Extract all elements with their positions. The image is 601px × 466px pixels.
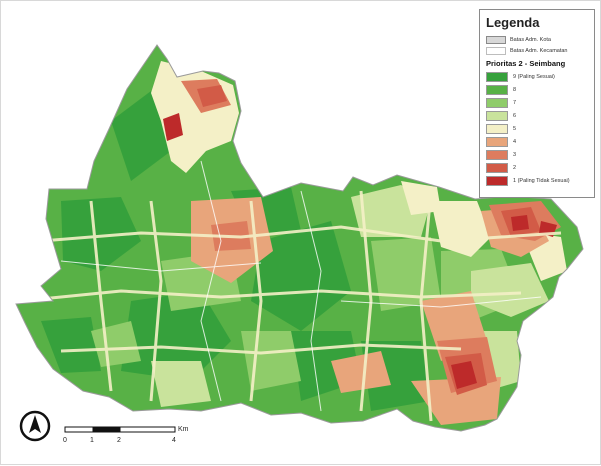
scale-tick-4: 4: [172, 437, 176, 444]
district-boundaries: [60, 160, 542, 412]
class-list: 9 (Paling Sesuai) 8 7 6 5 4 3 2 1 (Paling Tidak …: [486, 70, 588, 187]
legend-class-swatch: [486, 123, 508, 134]
legend-class-swatch: [486, 136, 508, 147]
legend-class-swatch: [486, 71, 508, 82]
legend-class-label: 7: [513, 99, 517, 106]
legend-boundary-label: Batas Adm. Kecamatan: [510, 47, 568, 54]
road-network: [20, 190, 562, 422]
legend-class-swatch: [486, 162, 508, 173]
zone-class-6: [151, 185, 549, 407]
legend-class-row: 3: [486, 148, 588, 161]
scale-tick-2: 2: [117, 437, 121, 444]
legend-subtitle: Prioritas 2 - Seimbang: [486, 59, 566, 68]
map-legend: Legenda Batas Adm. Kota Batas Adm. Kecama…: [479, 9, 595, 198]
zone-class-1: [163, 113, 557, 389]
legend-class-row: 1 (Paling Tidak Sesuai): [486, 174, 588, 187]
north-arrow-icon: [19, 410, 51, 442]
legend-class-label: 5: [513, 125, 517, 132]
scale-tick-0: 0: [63, 437, 67, 444]
boundary-list: Batas Adm. Kota Batas Adm. Kecamatan: [486, 34, 588, 56]
legend-class-swatch: [486, 110, 508, 121]
legend-boundary-swatch: [486, 35, 506, 44]
legend-boundary-row: Batas Adm. Kota: [486, 34, 588, 45]
legend-class-row: 2: [486, 161, 588, 174]
legend-class-label: 2: [513, 164, 517, 171]
legend-boundary-swatch: [486, 46, 506, 55]
legend-class-swatch: [486, 84, 508, 95]
city-boundary: [15, 44, 584, 432]
legend-title: Legenda: [486, 15, 540, 30]
legend-class-row: 4: [486, 135, 588, 148]
legend-class-label: 6: [513, 112, 517, 119]
legend-class-swatch: [486, 149, 508, 160]
legend-class-swatch: [486, 175, 508, 186]
scale-unit: Km: [178, 426, 189, 433]
scale-tick-1: 1: [90, 437, 94, 444]
legend-class-label: 8: [513, 86, 517, 93]
legend-class-label: 4: [513, 138, 517, 145]
legend-class-row: 7: [486, 96, 588, 109]
legend-class-label: 3: [513, 151, 517, 158]
legend-class-label: 1 (Paling Tidak Sesuai): [513, 177, 570, 184]
legend-class-row: 8: [486, 83, 588, 96]
legend-class-swatch: [486, 97, 508, 108]
legend-class-label: 9 (Paling Sesuai): [513, 73, 555, 80]
legend-boundary-label: Batas Adm. Kota: [510, 36, 551, 43]
legend-class-row: 9 (Paling Sesuai): [486, 70, 588, 83]
legend-class-row: 5: [486, 122, 588, 135]
suitability-zones: [20, 61, 567, 425]
legend-class-row: 6: [486, 109, 588, 122]
scale-bar: 0 1 2 4 Km: [63, 426, 189, 444]
legend-boundary-row: Batas Adm. Kecamatan: [486, 45, 588, 56]
